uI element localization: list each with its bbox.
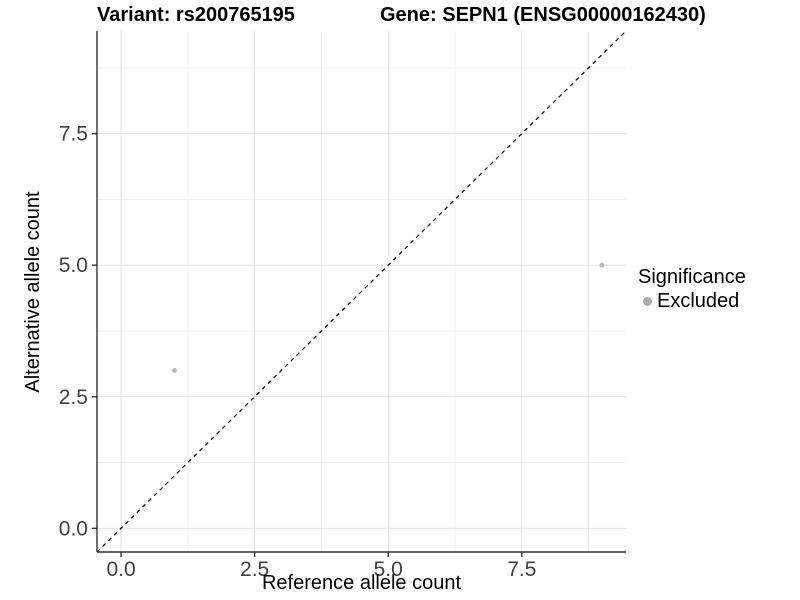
y-tick-label: 7.5 (59, 123, 88, 146)
legend: Significance Excluded (638, 265, 746, 313)
legend-entry-excluded: Excluded (638, 289, 746, 313)
x-axis-title: Reference allele count (261, 572, 461, 594)
x-tick-label: 5.0 (374, 558, 403, 581)
x-tick-label: 0.0 (106, 558, 135, 581)
plot-title-gene: Gene: SEPN1 (ENSG00000162430) (380, 4, 706, 26)
data-point (172, 368, 177, 373)
identity-dashed-line (96, 30, 627, 553)
legend-key (638, 296, 657, 306)
plot-title-variant: Variant: rs200765195 (97, 4, 295, 26)
y-tick-label: 0.0 (59, 517, 88, 540)
data-point (599, 262, 605, 268)
y-tick-label: 2.5 (59, 386, 88, 409)
legend-entry-label: Excluded (657, 290, 740, 312)
legend-title: Significance (638, 266, 746, 288)
x-tick-label: 7.5 (507, 558, 536, 581)
y-tick-label: 5.0 (59, 254, 88, 277)
x-tick-label: 2.5 (240, 558, 269, 581)
legend-point-icon (643, 296, 652, 306)
y-axis-title: Alternative allele count (22, 191, 44, 393)
